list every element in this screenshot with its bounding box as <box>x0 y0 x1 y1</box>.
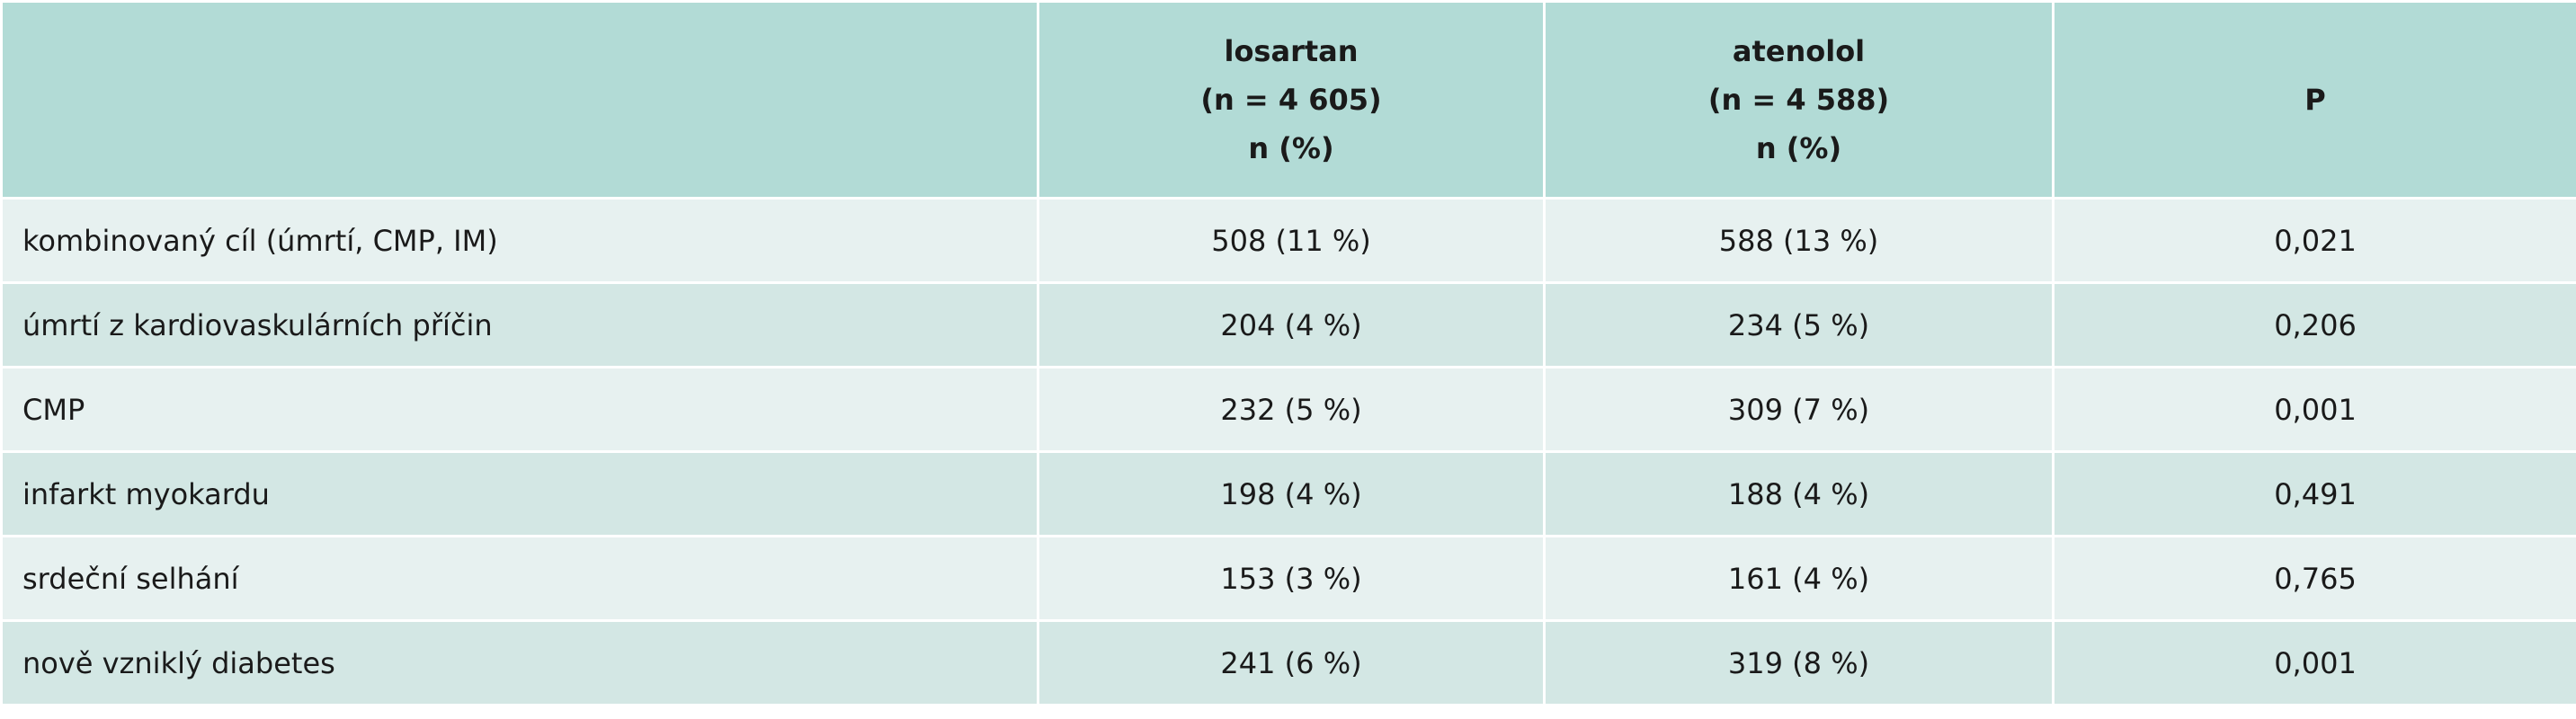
header-cell: atenolol (n = 4 588) n (%) <box>1546 3 2052 197</box>
row-label: CMP <box>3 368 1037 450</box>
table-cell: 198 (4 %) <box>1039 453 1543 535</box>
row-label: srdeční selhání <box>3 537 1037 619</box>
table-cell: 153 (3 %) <box>1039 537 1543 619</box>
row-label: úmrtí z kardiovaskulárních příčin <box>3 284 1037 366</box>
header-line: n (%) <box>1248 131 1334 165</box>
table-row: srdeční selhání 153 (3 %) 161 (4 %) 0,765 <box>3 537 2576 619</box>
table-cell: 0,001 <box>2055 368 2576 450</box>
row-label: kombinovaný cíl (úmrtí, CMP, IM) <box>3 200 1037 281</box>
table-cell: 188 (4 %) <box>1546 453 2052 535</box>
table-body: kombinovaný cíl (úmrtí, CMP, IM) 508 (11 … <box>3 200 2576 704</box>
row-label: nově vzniklý diabetes <box>3 622 1037 704</box>
table-cell: 319 (8 %) <box>1546 622 2052 704</box>
header-line: (n = 4 605) <box>1200 83 1382 117</box>
header-line: P <box>2304 83 2326 117</box>
header-cell <box>3 3 1037 197</box>
table-cell: 588 (13 %) <box>1546 200 2052 281</box>
table-row: kombinovaný cíl (úmrtí, CMP, IM) 508 (11 … <box>3 200 2576 281</box>
table-row: CMP 232 (5 %) 309 (7 %) 0,001 <box>3 368 2576 450</box>
header-line: (n = 4 588) <box>1707 83 1890 117</box>
header-row: losartan (n = 4 605) n (%) atenolol (n = 4 5… <box>3 3 2576 197</box>
header-cell: losartan (n = 4 605) n (%) <box>1039 3 1543 197</box>
table-cell: 161 (4 %) <box>1546 537 2052 619</box>
table-cell: 0,001 <box>2055 622 2576 704</box>
table-row: infarkt myokardu 198 (4 %) 188 (4 %) 0,491 <box>3 453 2576 535</box>
header-line: losartan <box>1224 34 1359 68</box>
table-row: nově vzniklý diabetes 241 (6 %) 319 (8 %) 0… <box>3 622 2576 704</box>
table-cell: 0,021 <box>2055 200 2576 281</box>
header-cell: P <box>2055 3 2576 197</box>
table-cell: 234 (5 %) <box>1546 284 2052 366</box>
table-cell: 0,206 <box>2055 284 2576 366</box>
table-cell: 204 (4 %) <box>1039 284 1543 366</box>
table-cell: 232 (5 %) <box>1039 368 1543 450</box>
table-row: úmrtí z kardiovaskulárních příčin 204 (4 … <box>3 284 2576 366</box>
row-label: infarkt myokardu <box>3 453 1037 535</box>
table-cell: 241 (6 %) <box>1039 622 1543 704</box>
table-cell: 0,765 <box>2055 537 2576 619</box>
table-cell: 309 (7 %) <box>1546 368 2052 450</box>
header-line: n (%) <box>1755 131 1842 165</box>
header-line: atenolol <box>1732 34 1866 68</box>
table-cell: 0,491 <box>2055 453 2576 535</box>
table-cell: 508 (11 %) <box>1039 200 1543 281</box>
